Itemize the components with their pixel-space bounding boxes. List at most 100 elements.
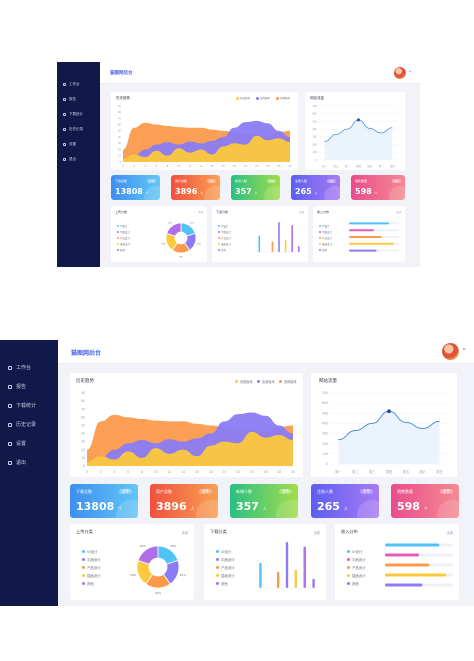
- chevron-down-icon[interactable]: ⌄: [407, 68, 412, 74]
- app-title: 猫图网后台: [71, 350, 102, 357]
- sidebar-item-download[interactable]: 下载统计: [8, 402, 36, 409]
- sidebar-item-workbench[interactable]: 工作台: [63, 82, 80, 87]
- decor-circle: [144, 186, 160, 200]
- x-tick-label: 16: [195, 470, 199, 474]
- sidebar-item-logout[interactable]: 退出: [63, 157, 76, 162]
- slice-label: 20%: [180, 573, 187, 577]
- sidebar-item-download[interactable]: 下载统计: [63, 112, 83, 117]
- y-tick-label: 20: [81, 448, 85, 452]
- stat-card-sales[interactable]: 销售数量 全年 598 个: [351, 175, 405, 200]
- x-tick-label: 12: [188, 164, 192, 168]
- bar: [349, 242, 394, 245]
- stat-badge: 全年: [119, 489, 132, 494]
- header: 猫图网后台 ⌄: [100, 62, 420, 84]
- legend-item: 官网版本: [276, 96, 290, 100]
- download-more-link[interactable]: 全部: [298, 211, 304, 214]
- decor-circle: [437, 500, 459, 518]
- sidebar-item-logout[interactable]: 退出: [8, 459, 26, 466]
- income-card: 收入分布 全部 UI设计 平面设计 产品设计 插画设计 其他: [313, 206, 405, 262]
- stat-badge: 全年: [199, 489, 212, 494]
- area-series: [87, 431, 293, 466]
- stat-label: 新增人数: [236, 489, 252, 494]
- sidebar-item-history[interactable]: 历史记录: [63, 127, 83, 132]
- y-tick-label: 20: [118, 147, 122, 151]
- x-tick-label: 2: [133, 164, 135, 168]
- avatar[interactable]: [442, 343, 459, 360]
- sidebar-item-settings[interactable]: 设置: [63, 142, 76, 147]
- y-tick-label: 0: [119, 160, 121, 164]
- bar: [385, 573, 447, 577]
- upload-title: 上传分类: [115, 210, 128, 214]
- x-tick-label: 28: [277, 164, 281, 168]
- y-tick-label: 50: [118, 129, 122, 133]
- income-more-link[interactable]: 全部: [446, 531, 453, 535]
- download-title: 下载分类: [210, 529, 227, 534]
- download-title: 下载分类: [216, 210, 229, 214]
- bar: [349, 249, 377, 252]
- x-tick-label: 30: [291, 470, 295, 474]
- sidebar-item-settings[interactable]: 设置: [8, 440, 26, 447]
- desktop-icon: [63, 83, 66, 86]
- y-tick-label: 10: [81, 456, 85, 460]
- y-tick-label: 10: [118, 154, 122, 158]
- x-tick-label: 周二: [333, 164, 339, 168]
- legend-item: 平面设计: [216, 557, 235, 562]
- y-tick-label: 400: [312, 127, 317, 131]
- y-tick-label: 500: [322, 411, 328, 415]
- avatar[interactable]: [394, 67, 406, 79]
- stat-badge: 全年: [279, 489, 292, 494]
- x-tick-label: 12: [167, 470, 171, 474]
- legend-item: 系统版本: [235, 379, 253, 384]
- traffic-title: 网站流量: [319, 379, 337, 384]
- upload-more-link[interactable]: 全部: [181, 531, 188, 535]
- legend-dot: [82, 566, 85, 569]
- stat-card-sales[interactable]: 销售数量 全年 598 个: [391, 484, 459, 518]
- traffic-card: 网站流量 0 100 200 300 400 500 600 700 周一 周二 周三 周四 周五 周六 周…: [305, 92, 405, 170]
- legend-item: 系统版本: [236, 96, 250, 100]
- legend-item: 其他: [347, 581, 359, 586]
- x-tick-label: 28: [277, 470, 281, 474]
- legend-dot: [216, 566, 219, 569]
- legend-dot: [319, 225, 321, 227]
- stat-value: 3896 人: [156, 500, 195, 513]
- income-title: 收入分布: [317, 210, 330, 214]
- stat-card-registrations[interactable]: 注册人数 全年 265 人: [291, 175, 340, 200]
- stat-card-users[interactable]: 用户总数 全年 3896 人: [150, 484, 218, 518]
- legend-dot: [117, 225, 119, 227]
- area-series: [123, 135, 290, 162]
- y-tick-label: 200: [312, 142, 317, 146]
- y-tick-label: 300: [322, 432, 328, 436]
- stat-badge: 全年: [360, 489, 373, 494]
- x-tick-label: 4: [113, 470, 115, 474]
- legend-item: UI设计: [347, 549, 362, 554]
- x-tick-label: 2: [100, 470, 102, 474]
- chevron-down-icon[interactable]: ⌄: [461, 344, 467, 352]
- stat-badge: 全年: [266, 179, 276, 183]
- x-tick-label: 22: [244, 164, 248, 168]
- stat-card-new-users[interactable]: 新增人数 全年 357 人: [230, 484, 298, 518]
- stat-card-registrations[interactable]: 注册人数 全年 265 人: [311, 484, 379, 518]
- stat-card-downloads[interactable]: 下载总数 全年 13808 个: [70, 484, 138, 518]
- report-icon: [8, 384, 12, 389]
- stat-card-users[interactable]: 用户总数 全年 3896 人: [171, 175, 220, 200]
- sidebar-item-workbench[interactable]: 工作台: [8, 364, 31, 371]
- stat-card-new-users[interactable]: 新增人数 全年 357 人: [231, 175, 280, 200]
- legend-item: 插画设计: [319, 242, 332, 246]
- x-tick-label: 30: [288, 164, 292, 168]
- upload-more-link[interactable]: 全部: [197, 211, 203, 214]
- sidebar-item-report[interactable]: 报告: [63, 97, 76, 102]
- x-tick-label: 周六: [379, 164, 385, 168]
- stat-badge: 全年: [326, 179, 336, 183]
- income-more-link[interactable]: 全部: [395, 211, 401, 214]
- stat-card-downloads[interactable]: 下载总数 全年 13808 个: [111, 175, 160, 200]
- legend-item: 应用版本: [256, 96, 270, 100]
- bar: [349, 222, 389, 225]
- logout-icon: [8, 460, 12, 465]
- dashboard: 工作台 报告 下载统计 历史记录 设置 退出 猫图网后台 ⌄ 历史趋势 系统版本…: [0, 340, 474, 606]
- sidebar: 工作台 报告 下载统计 历史记录 设置 退出: [57, 62, 100, 267]
- x-tick-label: 18: [209, 470, 213, 474]
- data-point: [357, 118, 360, 122]
- download-more-link[interactable]: 全部: [313, 531, 320, 535]
- sidebar-item-history[interactable]: 历史记录: [8, 421, 36, 428]
- sidebar-item-report[interactable]: 报告: [8, 383, 26, 390]
